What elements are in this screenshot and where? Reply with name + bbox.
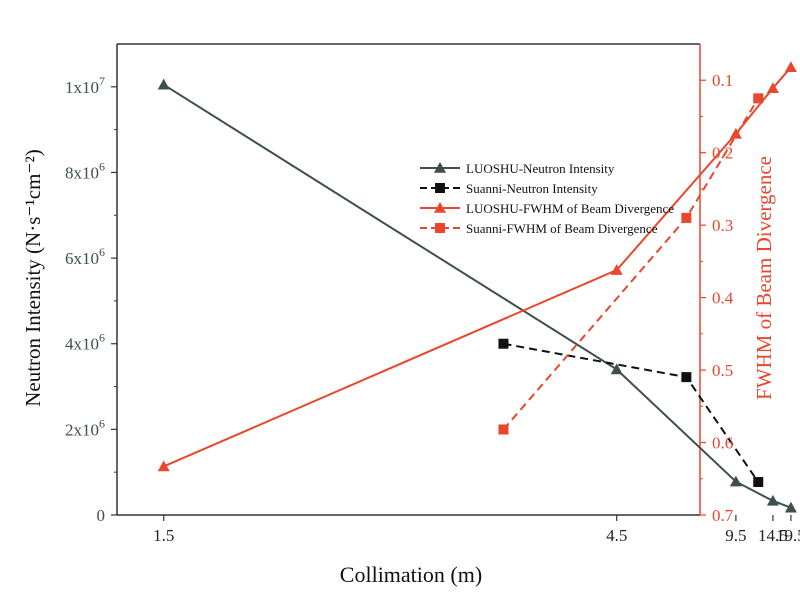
data-point-triangle	[729, 127, 742, 139]
y-right-tick-label: 0.1	[712, 71, 733, 90]
y-left-tick-label: 8x106	[65, 159, 105, 182]
legend-label: Suanni-FWHM of Beam Divergence	[466, 221, 658, 236]
data-point-triangle	[784, 61, 797, 72]
data-point-triangle	[610, 264, 623, 275]
x-tick-label: 19.5	[776, 526, 800, 545]
axes-layer	[116, 43, 701, 516]
legend-label: LUOSHU-Neutron Intensity	[466, 161, 615, 176]
y-right-tick-label: 0.3	[712, 216, 733, 235]
x-tick-label: 9.5	[725, 526, 746, 545]
legend: LUOSHU-Neutron Intensity Suanni-Neutron I…	[420, 161, 674, 236]
series-line	[163, 83, 792, 509]
data-point-triangle	[157, 460, 170, 472]
data-point-square	[435, 183, 445, 193]
data-point-triangle	[434, 162, 446, 173]
legend-label: Suanni-Neutron Intensity	[466, 181, 598, 196]
data-point-square	[498, 424, 509, 435]
data-point-triangle	[784, 501, 797, 513]
series-layer	[157, 61, 797, 513]
y-right-tick-label: 0.2	[712, 144, 733, 163]
data-point-square	[753, 93, 764, 104]
data-point-triangle	[729, 475, 742, 487]
y-right-tick-label: 0.7	[712, 506, 734, 525]
x-tick-label: 1.5	[153, 526, 174, 545]
legend-label: LUOSHU-FWHM of Beam Divergence	[466, 201, 674, 216]
data-point-triangle	[157, 78, 170, 90]
data-point-square	[681, 212, 692, 223]
y-left-tick-label: 1x107	[65, 74, 105, 97]
tick-labels-layer: 1.5 4.5 9.5 14.519.5 0 2x106 4x106 6x106 8x106 1x…	[65, 71, 800, 545]
x-axis-label: Collimation (m)	[340, 562, 482, 587]
series-3	[157, 61, 797, 472]
data-point-square	[681, 372, 692, 383]
y-left-tick-label: 0	[97, 506, 106, 525]
y-left-tick-label: 2x106	[65, 416, 105, 439]
series-line	[163, 66, 792, 468]
data-point-triangle	[610, 363, 623, 375]
data-point-square	[435, 223, 445, 233]
y-right-tick-label: 0.6	[712, 434, 733, 453]
y-left-tick-label: 6x106	[65, 245, 105, 268]
data-point-square	[498, 338, 509, 349]
series-1	[157, 78, 797, 513]
data-point-triangle	[434, 202, 446, 213]
y-axis-right-label: FWHM of Beam Divergence	[752, 156, 776, 400]
y-axis-left-label: Neutron Intensity (N·s⁻¹cm⁻²)	[21, 149, 45, 407]
y-right-tick-label: 0.4	[712, 289, 734, 308]
data-point-triangle	[766, 82, 779, 94]
x-tick-label: 14.5	[758, 526, 788, 545]
y-left-tick-label: 4x106	[65, 331, 105, 354]
series-2	[498, 338, 764, 488]
data-point-triangle	[766, 494, 779, 506]
series-4	[498, 93, 764, 435]
y-right-tick-label: 0.5	[712, 361, 733, 380]
x-tick-label: 4.5	[606, 526, 627, 545]
data-point-square	[753, 477, 764, 488]
